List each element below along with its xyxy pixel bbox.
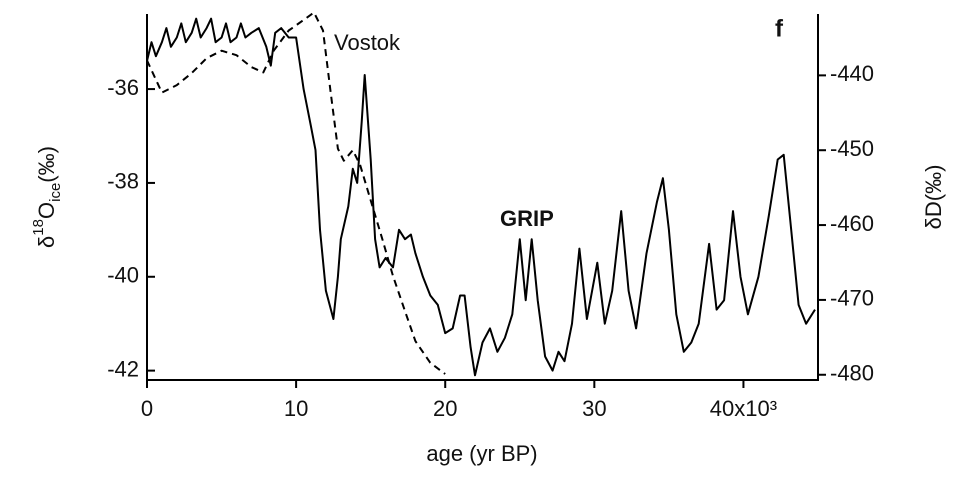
y2-tick-label: -440: [830, 61, 874, 86]
y-axis-label: δ18Oice(‰): [30, 146, 64, 248]
y2-tick-label: -460: [830, 211, 874, 236]
y2-axis-label: δD(‰): [921, 165, 946, 230]
y-tick-label: -38: [107, 169, 139, 194]
y-tick-label: -40: [107, 263, 139, 288]
y2-tick-label: -450: [830, 136, 874, 161]
y-label-part: (‰): [34, 146, 59, 183]
x-tick-label: 10: [284, 396, 308, 421]
y2-tick-label: -480: [830, 361, 874, 386]
x-tick-label: 30: [582, 396, 606, 421]
y-label-part: ice: [47, 183, 64, 202]
x-tick-label: 20: [433, 396, 457, 421]
y-label-part: δ: [34, 236, 59, 248]
y-label-part: O: [34, 202, 59, 219]
series-line: [146, 17, 816, 377]
series-label: GRIP: [500, 206, 554, 231]
x-axis-label: age (yr BP): [426, 441, 537, 466]
y-tick-label: -36: [107, 75, 139, 100]
panel-label: f: [775, 15, 784, 42]
y-tick-label: -42: [107, 356, 139, 381]
series-label: Vostok: [334, 30, 401, 55]
y-label-part: 18: [30, 219, 47, 236]
y2-tick-label: -470: [830, 286, 874, 311]
series-line: [146, 11, 446, 375]
x-tick-label: 0: [141, 396, 153, 421]
x-tick-label: 40x10³: [710, 396, 777, 421]
